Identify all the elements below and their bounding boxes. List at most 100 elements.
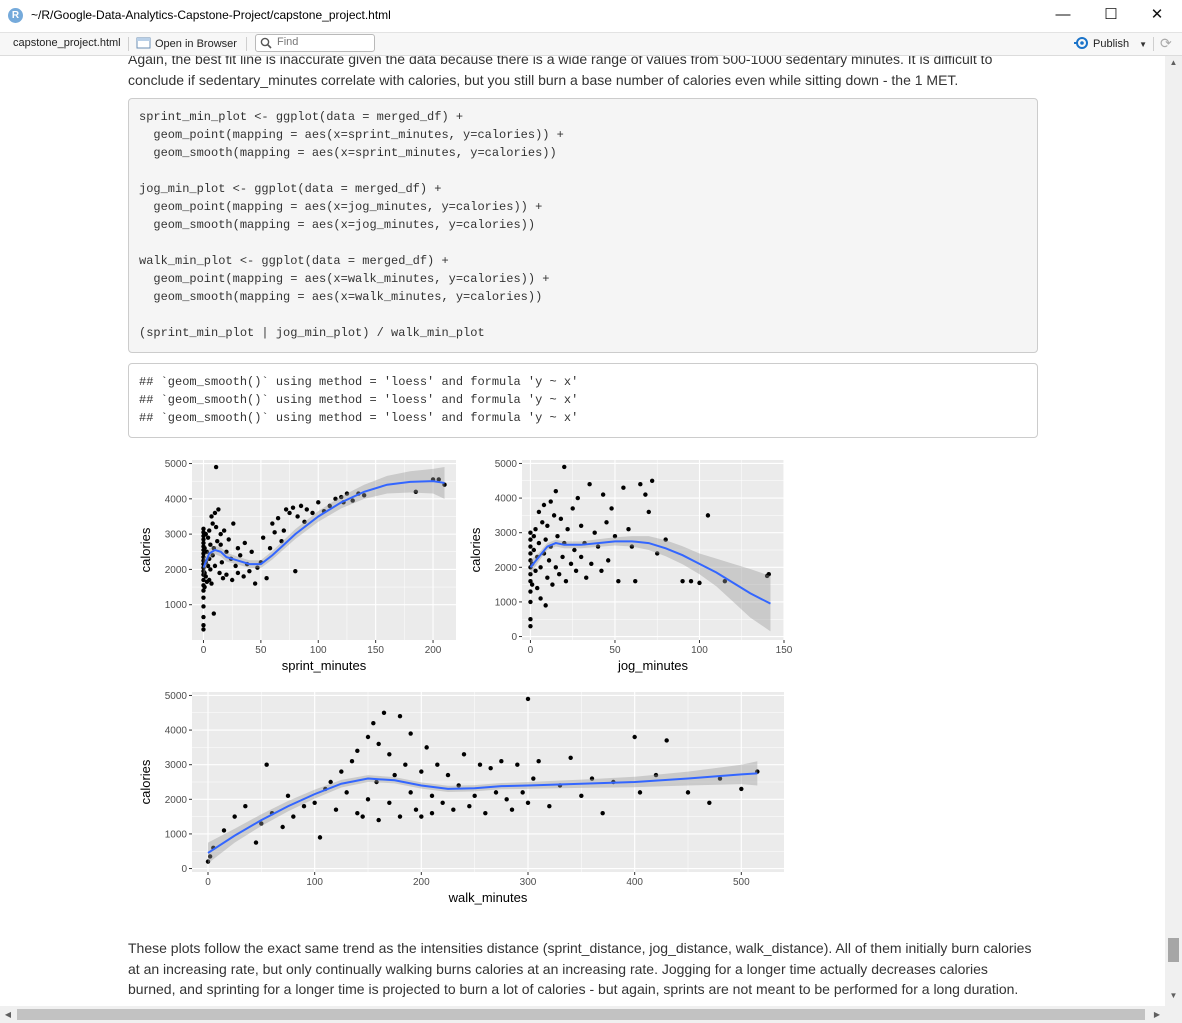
- jog-minutes-scatter-plot: 0 50 100 150 0 1000 2000 3000 4000 5000 jog_minute…: [468, 459, 793, 673]
- data-point: [350, 498, 355, 503]
- data-point: [584, 575, 589, 580]
- data-point: [558, 516, 564, 522]
- data-point: [573, 568, 579, 573]
- data-point: [739, 786, 744, 792]
- data-point: [264, 576, 269, 581]
- open-in-browser-button[interactable]: Open in Browser: [136, 37, 237, 50]
- data-point: [538, 565, 543, 570]
- data-point: [451, 807, 456, 812]
- data-point: [279, 538, 284, 544]
- data-point: [397, 814, 403, 819]
- data-point: [202, 570, 207, 576]
- data-point: [310, 510, 315, 516]
- data-point: [211, 611, 217, 616]
- data-point: [565, 527, 570, 532]
- vertical-scroll-thumb[interactable]: [1168, 938, 1179, 962]
- data-point: [520, 790, 525, 795]
- publish-icon: [1074, 37, 1088, 49]
- data-point: [545, 523, 550, 528]
- x-tick-label: 300: [520, 877, 537, 888]
- data-point: [543, 603, 548, 608]
- scroll-left-arrow[interactable]: ◀: [4, 1010, 12, 1019]
- data-point: [205, 859, 211, 864]
- y-tick-label: 5000: [165, 459, 188, 470]
- scroll-down-arrow[interactable]: ▼: [1169, 991, 1178, 1000]
- data-point: [547, 804, 552, 809]
- data-point: [304, 507, 309, 512]
- data-point: [568, 755, 573, 760]
- data-point: [536, 540, 542, 546]
- close-button[interactable]: ✕: [1150, 6, 1164, 23]
- loess-smooth-line: [202, 480, 445, 569]
- data-point: [201, 595, 206, 600]
- maximize-button[interactable]: ☐: [1104, 6, 1118, 23]
- file-tab-label[interactable]: capstone_project.html: [13, 37, 121, 49]
- refresh-icon[interactable]: ⟳: [1160, 35, 1172, 51]
- code-line: geom_smooth(mapping = aes(x=jog_minutes,…: [139, 218, 536, 232]
- data-point: [226, 537, 231, 542]
- code-line: ## `geom_smooth()` using method = 'loess…: [139, 411, 579, 425]
- data-point: [604, 520, 609, 525]
- data-point: [766, 572, 771, 577]
- data-point: [218, 531, 223, 537]
- horizontal-scrollbar[interactable]: ◀ ▶: [0, 1006, 1165, 1023]
- vertical-scrollbar[interactable]: ▲ ▼: [1165, 56, 1182, 1006]
- data-point: [562, 464, 567, 470]
- x-tick-label: 200: [425, 645, 442, 656]
- data-point: [467, 804, 472, 809]
- data-point: [717, 776, 723, 781]
- data-point: [317, 835, 323, 840]
- data-point: [528, 544, 533, 549]
- data-point: [210, 521, 215, 526]
- x-tick-label: 400: [626, 877, 643, 888]
- code-line: geom_point(mapping = aes(x=walk_minutes,…: [139, 272, 550, 286]
- data-point: [543, 537, 548, 542]
- find-placeholder: Find: [277, 36, 299, 48]
- data-point: [327, 503, 332, 509]
- data-point: [541, 502, 547, 508]
- data-point: [281, 528, 287, 533]
- data-point: [436, 477, 441, 482]
- horizontal-scroll-thumb[interactable]: [17, 1009, 1145, 1020]
- data-point: [333, 807, 339, 812]
- data-point: [722, 578, 728, 584]
- data-point: [664, 738, 669, 743]
- data-point: [578, 554, 584, 560]
- data-point: [205, 563, 211, 569]
- publish-button[interactable]: Publish ▼: [1074, 37, 1147, 50]
- data-point: [365, 734, 371, 740]
- data-point: [445, 772, 451, 778]
- code-line: geom_smooth(mapping = aes(x=walk_minutes…: [139, 290, 543, 304]
- data-point: [272, 530, 277, 535]
- scroll-right-arrow[interactable]: ▶: [1153, 1010, 1161, 1019]
- data-point: [217, 570, 222, 576]
- data-point: [499, 759, 504, 764]
- data-point: [429, 810, 435, 816]
- data-point: [349, 759, 355, 764]
- data-point: [201, 537, 206, 542]
- data-point: [515, 762, 520, 767]
- data-point: [208, 542, 213, 547]
- data-point: [638, 482, 643, 487]
- data-point: [546, 558, 552, 563]
- data-point: [212, 510, 218, 516]
- data-point: [287, 510, 292, 516]
- data-point: [339, 494, 344, 500]
- code-line: (sprint_min_plot | jog_min_plot) / walk_…: [139, 326, 485, 340]
- scroll-up-arrow[interactable]: ▲: [1169, 58, 1178, 67]
- data-point: [285, 793, 291, 799]
- data-point: [555, 533, 560, 539]
- minimize-button[interactable]: —: [1055, 6, 1071, 23]
- data-point: [301, 804, 307, 809]
- data-point: [560, 554, 565, 560]
- data-point: [328, 779, 333, 785]
- data-point: [643, 492, 648, 497]
- data-point: [376, 817, 381, 823]
- data-point: [283, 507, 289, 512]
- data-point: [344, 790, 349, 795]
- data-point: [563, 578, 569, 584]
- data-point: [312, 800, 317, 805]
- find-input[interactable]: Find: [255, 34, 375, 52]
- y-tick-label: 5000: [165, 691, 188, 702]
- data-point: [529, 582, 535, 587]
